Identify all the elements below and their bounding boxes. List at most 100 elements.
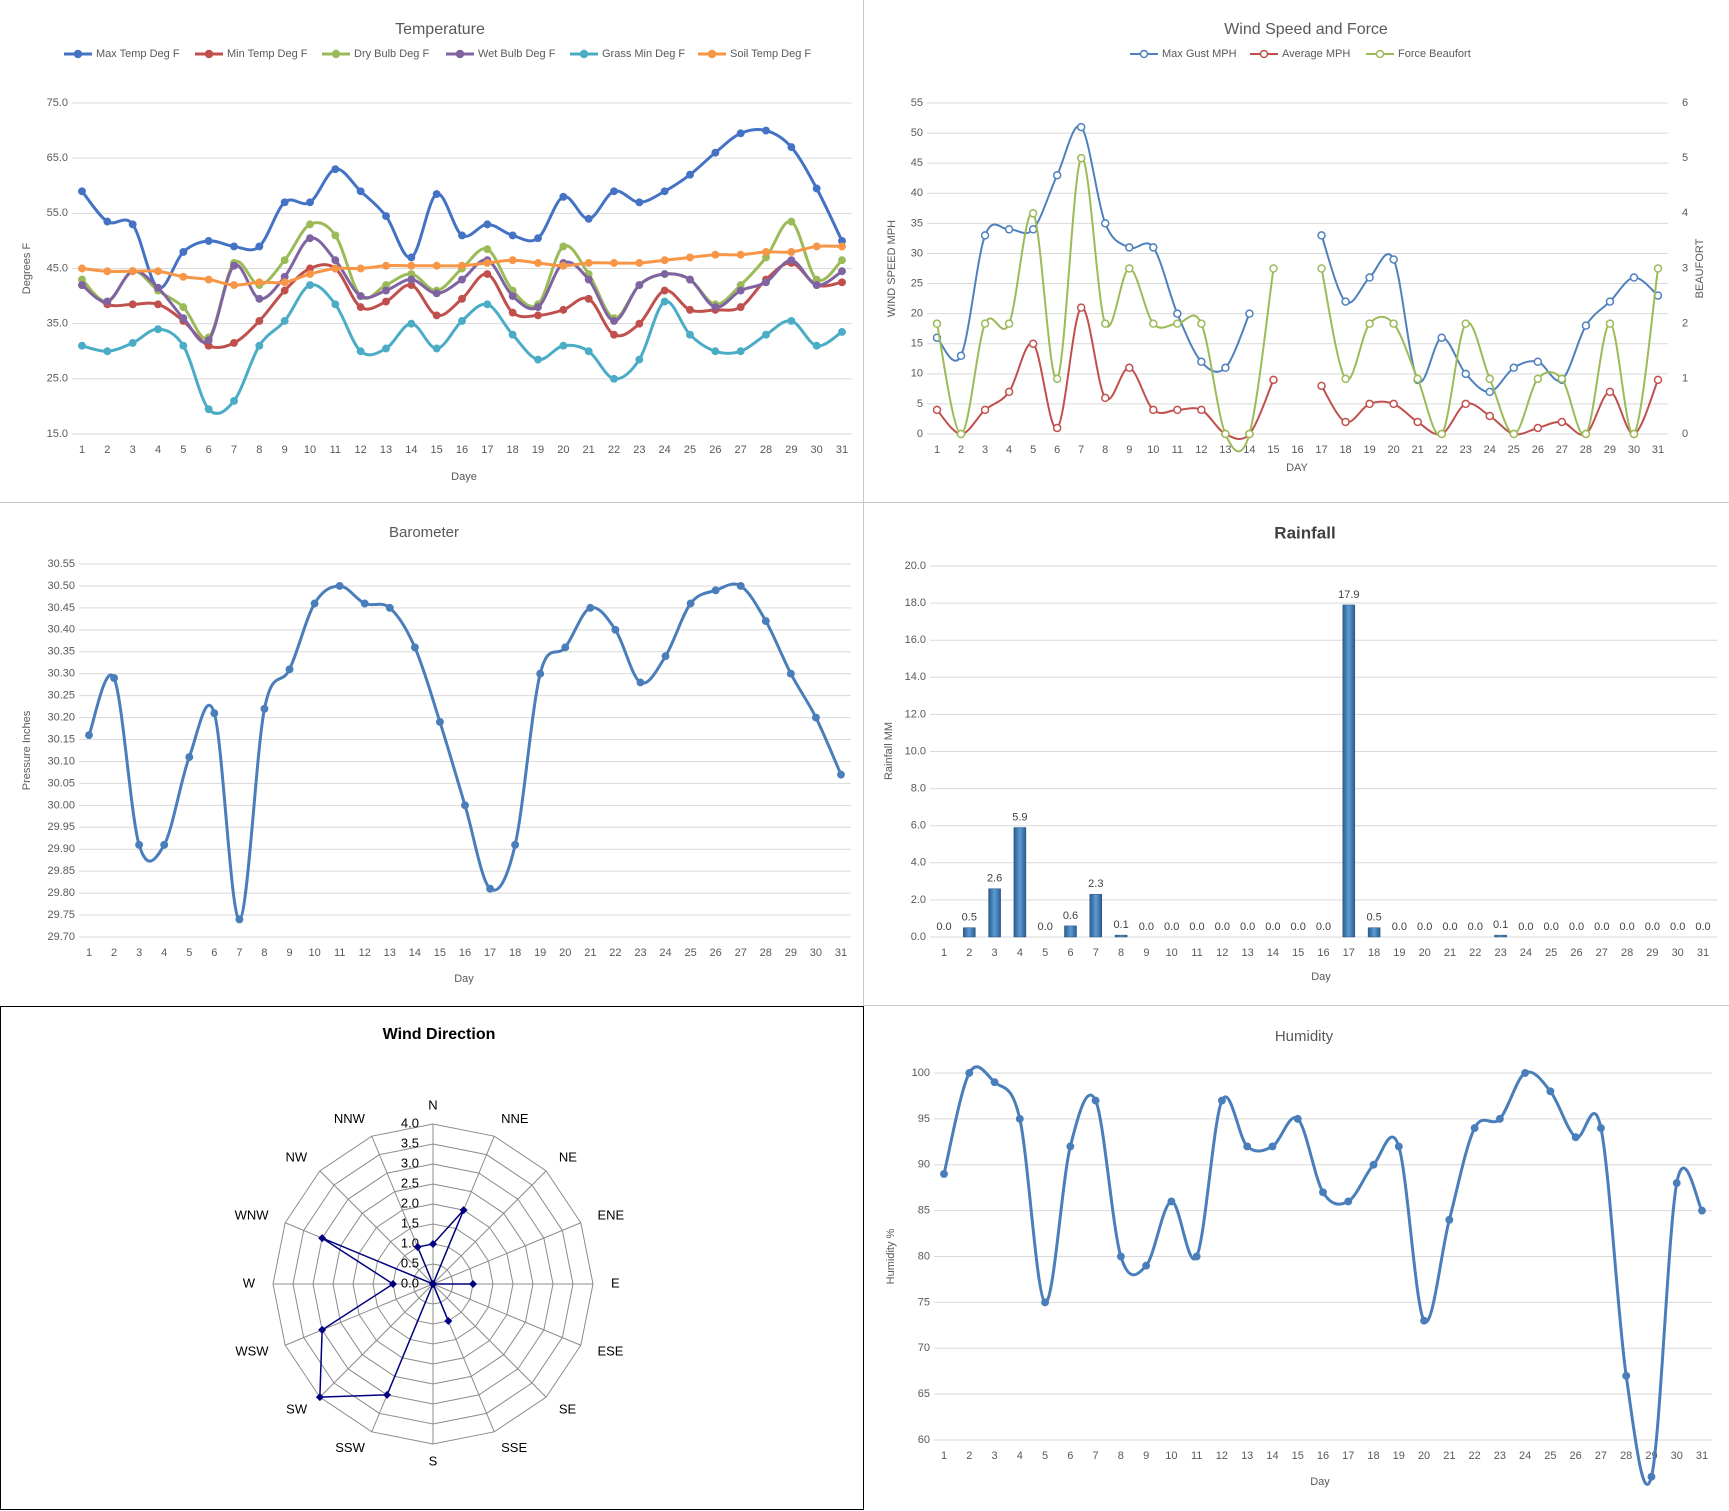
data-point bbox=[511, 840, 520, 849]
y-tick-label: 30.05 bbox=[47, 777, 75, 789]
data-point bbox=[255, 294, 264, 303]
x-tick-label: 14 bbox=[405, 444, 417, 456]
x-tick-label: 11 bbox=[1191, 1450, 1202, 1462]
data-point bbox=[812, 242, 821, 251]
data-label: 5.9 bbox=[1012, 811, 1027, 823]
x-tick-label: 5 bbox=[180, 444, 186, 456]
x-tick-label: 28 bbox=[1621, 947, 1633, 959]
x-tick-label: 3 bbox=[991, 1450, 997, 1462]
data-point bbox=[1052, 170, 1062, 180]
legend-marker bbox=[1259, 49, 1269, 59]
data-point bbox=[1197, 405, 1206, 415]
radar-point bbox=[429, 1280, 437, 1288]
data-point bbox=[1142, 1261, 1151, 1270]
rainfall-bar bbox=[963, 927, 976, 938]
data-point bbox=[1268, 1142, 1277, 1151]
legend-label: Max Temp Deg F bbox=[96, 48, 180, 60]
x-tick-label: 20 bbox=[1388, 444, 1400, 456]
radar-point bbox=[459, 1206, 468, 1215]
legend-label: Grass Min Deg F bbox=[602, 48, 685, 60]
x-tick-label: 31 bbox=[1696, 1450, 1708, 1462]
data-point bbox=[584, 347, 593, 356]
radar-category-label: SSW bbox=[335, 1440, 365, 1455]
data-point bbox=[1546, 1087, 1555, 1096]
y-tick-label: 0 bbox=[917, 428, 923, 440]
y-axis-label: Humidity % bbox=[885, 1228, 897, 1284]
y-tick-label: 65.0 bbox=[47, 152, 68, 164]
data-point bbox=[410, 643, 419, 652]
data-point bbox=[940, 1169, 948, 1178]
data-point bbox=[1629, 273, 1639, 282]
x-tick-label: 1 bbox=[941, 947, 947, 959]
x-tick-label: 14 bbox=[1267, 947, 1279, 959]
data-point bbox=[1125, 363, 1134, 373]
data-point bbox=[260, 704, 269, 713]
data-point bbox=[1461, 369, 1470, 379]
x-tick-label: 14 bbox=[409, 947, 421, 959]
y-tick-label: 95 bbox=[918, 1113, 930, 1125]
data-label: 0.0 bbox=[1139, 921, 1154, 933]
data-point bbox=[1485, 411, 1495, 421]
data-point bbox=[280, 198, 289, 207]
data-point bbox=[534, 303, 542, 312]
data-point bbox=[331, 165, 340, 174]
data-point bbox=[356, 347, 365, 356]
data-point bbox=[1004, 225, 1014, 234]
data-point bbox=[483, 245, 492, 254]
x-tick-label: 23 bbox=[1494, 1450, 1506, 1462]
x-tick-label: 1 bbox=[941, 1450, 947, 1462]
data-label: 2.3 bbox=[1088, 878, 1103, 890]
data-point bbox=[1365, 319, 1374, 328]
y-tick-label: 15.0 bbox=[47, 428, 68, 440]
rainfall-chart-svg: Rainfall0.02.04.06.08.010.012.014.016.01… bbox=[883, 523, 1717, 983]
data-label: 0.0 bbox=[1316, 921, 1331, 933]
data-label: 0.0 bbox=[1518, 921, 1533, 933]
y-tick-label: 10 bbox=[911, 368, 923, 380]
radar-tick-label: 2.5 bbox=[401, 1175, 419, 1190]
legend-marker bbox=[331, 49, 341, 59]
y-axis-label: Pressure Inches bbox=[21, 710, 33, 790]
data-point bbox=[128, 339, 137, 347]
x-tick-label: 26 bbox=[1570, 947, 1582, 959]
data-point bbox=[1317, 381, 1326, 391]
data-point bbox=[1533, 357, 1543, 367]
y-tick-label: 16.0 bbox=[905, 634, 926, 646]
data-point bbox=[1125, 264, 1134, 273]
x-tick-label: 19 bbox=[534, 947, 546, 959]
radar-point bbox=[389, 1280, 397, 1288]
data-point bbox=[837, 770, 845, 779]
x-tick-label: 1 bbox=[934, 444, 940, 456]
legend-label: Max Gust MPH bbox=[1162, 48, 1237, 60]
radar-category-label: WNW bbox=[235, 1207, 270, 1222]
data-point bbox=[280, 286, 289, 295]
data-point bbox=[838, 256, 846, 265]
x-tick-label: 1 bbox=[86, 947, 92, 959]
x-tick-label: 9 bbox=[1126, 444, 1132, 456]
y-tick-label: 8.0 bbox=[911, 783, 926, 795]
data-point bbox=[1341, 374, 1350, 384]
x-tick-label: 16 bbox=[459, 947, 471, 959]
data-point bbox=[559, 192, 568, 201]
x-tick-label: 22 bbox=[608, 444, 620, 456]
y-tick-label: 20.0 bbox=[905, 560, 926, 572]
data-point bbox=[1672, 1179, 1681, 1188]
data-point bbox=[85, 731, 93, 740]
x-tick-label: 29 bbox=[785, 444, 797, 456]
data-point bbox=[128, 300, 137, 309]
data-point bbox=[335, 581, 344, 590]
data-point bbox=[787, 143, 796, 152]
x-tick-label: 27 bbox=[1595, 1450, 1607, 1462]
data-point bbox=[255, 278, 264, 287]
x-tick-label: 22 bbox=[1469, 947, 1481, 959]
y-tick-label: 100 bbox=[912, 1067, 930, 1079]
x-axis-label: Day bbox=[1311, 971, 1331, 983]
rainfall-chart: Rainfall 0.0 2.0 4.0 6.0 8.0 10.0 12.0 14.0 16.0 1… bbox=[864, 503, 1729, 1006]
x-tick-label: 10 bbox=[308, 947, 320, 959]
data-point bbox=[736, 581, 745, 590]
x-tick-label: 22 bbox=[1468, 1450, 1480, 1462]
x-tick-label: 7 bbox=[1093, 1450, 1099, 1462]
data-point bbox=[154, 283, 162, 292]
x-tick-label: 6 bbox=[1067, 1450, 1073, 1462]
rainfall-bar bbox=[1064, 925, 1077, 938]
x-tick-label: 7 bbox=[1093, 947, 1099, 959]
